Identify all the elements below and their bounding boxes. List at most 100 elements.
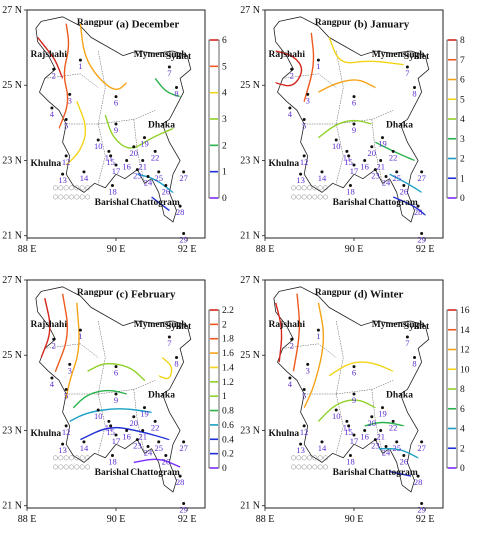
station-label: 27 (417, 443, 426, 453)
station-dot (96, 408, 100, 412)
sundarbans-mark (74, 185, 80, 191)
city-label: Sylhet (166, 322, 192, 332)
station-label: 3 (68, 365, 72, 375)
station-label: 9 (352, 395, 356, 405)
station-dot (352, 163, 356, 167)
y-tick-label: 21 N (240, 231, 260, 242)
sundarbans-mark (291, 185, 296, 191)
station-label: 17 (112, 166, 121, 176)
station-dot (110, 454, 114, 458)
station-dot (395, 440, 399, 444)
city-label: Rangpur (315, 18, 352, 28)
sundarbans-mark (58, 185, 64, 191)
colorbar-label: 8 (460, 36, 465, 46)
station-label: 21 (376, 431, 385, 441)
y-tick-label: 25 N (240, 80, 260, 91)
station-dot (306, 92, 310, 96)
station-label: 7 (405, 68, 409, 78)
city-label: Barishal (95, 198, 130, 208)
colorbar-label: 6 (460, 405, 465, 415)
sundarbans-mark (63, 464, 69, 470)
station-dot (420, 501, 424, 505)
colorbar-label: 6 (460, 76, 465, 86)
contour-line (37, 36, 64, 80)
sundarbans-mark (312, 194, 318, 200)
panel-title: (b) January (354, 18, 410, 30)
colorbar-label: 0.2 (222, 450, 234, 460)
x-tick-label: 88 E (18, 514, 37, 525)
station-label: 23 (133, 171, 142, 181)
x-tick-label: 90 E (345, 514, 364, 525)
country-outline (35, 286, 192, 493)
contour-line (389, 470, 412, 477)
y-tick-label: 21 N (2, 231, 22, 242)
colorbar-label: 2 (460, 155, 465, 165)
station-dot (290, 67, 294, 71)
station-label: 16 (122, 161, 131, 171)
contour-line (389, 173, 423, 194)
city-label: Mymensingh (134, 320, 188, 330)
sundarbans-mark (312, 455, 318, 461)
station-label: 4 (50, 379, 55, 389)
station-label: 10 (94, 411, 103, 421)
station-label: 6 (114, 368, 118, 378)
station-label: 24 (382, 177, 391, 187)
sundarbans-mark (317, 455, 323, 461)
station-dot (64, 387, 68, 391)
colorbar-label: 2 (222, 320, 227, 330)
station-label: 28 (414, 477, 423, 487)
station-dot (107, 149, 111, 153)
station-label: 12 (300, 157, 309, 167)
sundarbans-mark (323, 464, 328, 470)
station-label: 26 (162, 187, 171, 197)
contour-line (317, 119, 372, 139)
station-dot (290, 337, 294, 341)
station-dot (302, 117, 306, 121)
station-label: 1 (316, 331, 320, 341)
station-label: 26 (162, 457, 171, 467)
station-label: 14 (318, 173, 327, 183)
station-dot (373, 168, 377, 172)
city-label: Chattogram (130, 198, 180, 208)
contour-line (69, 408, 153, 423)
division-boundary (371, 389, 383, 454)
station-label: 12 (62, 157, 71, 167)
station-dot (157, 170, 161, 174)
station-label: 20 (368, 418, 377, 428)
sundarbans-mark (69, 194, 74, 200)
contour-line (87, 362, 146, 382)
colorbar-label: 1.6 (222, 349, 234, 359)
station-dot (299, 442, 303, 446)
x-tick-label: 92 E (178, 514, 197, 525)
station-dot (352, 122, 356, 126)
station-dot (64, 154, 68, 158)
station-dot (288, 106, 292, 110)
contour-line (104, 114, 174, 149)
station-dot (320, 440, 324, 444)
colorbar-label: 1.4 (222, 363, 234, 373)
sundarbans-mark (79, 194, 85, 200)
x-tick-label: 92 E (178, 244, 197, 255)
station-dot (348, 184, 352, 188)
station-dot (114, 163, 118, 167)
station-label: 4 (50, 109, 55, 119)
sundarbans-mark (301, 455, 307, 461)
contour-line (154, 77, 181, 98)
station-dot (61, 442, 65, 446)
station-label: 22 (151, 422, 160, 432)
station-label: 10 (94, 141, 103, 151)
station-label: 11 (105, 152, 113, 162)
y-tick-label: 27 N (240, 5, 260, 16)
station-label: 17 (350, 166, 359, 176)
station-dot (379, 158, 383, 162)
station-dot (306, 362, 310, 366)
city-label: Barishal (333, 468, 368, 478)
city-label: Dhaka (386, 120, 413, 130)
sundarbans-mark (53, 185, 58, 191)
station-label: 21 (138, 431, 147, 441)
station-dot (178, 204, 182, 208)
colorbar-label: 0 (460, 194, 465, 204)
